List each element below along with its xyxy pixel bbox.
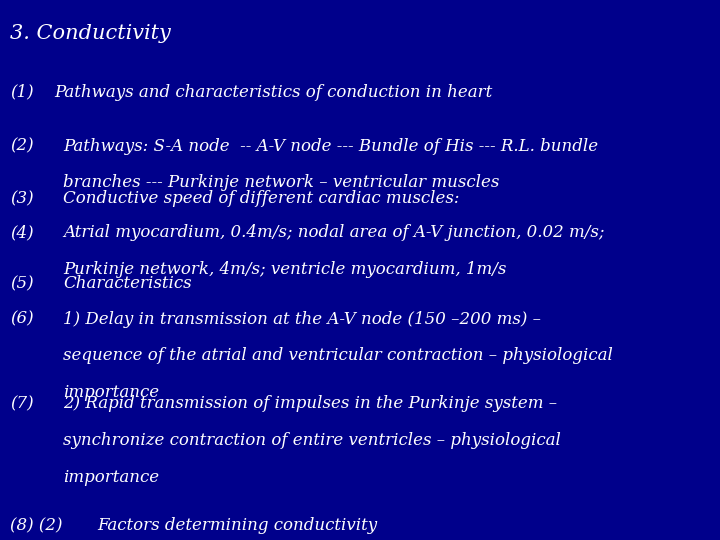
Text: 1) Delay in transmission at the A-V node (150 –200 ms) –: 1) Delay in transmission at the A-V node…	[63, 310, 541, 327]
Text: (1): (1)	[10, 84, 34, 100]
Text: (2): (2)	[10, 138, 34, 154]
Text: 3. Conductivity: 3. Conductivity	[10, 24, 171, 43]
Text: importance: importance	[63, 384, 160, 401]
Text: (7): (7)	[10, 395, 34, 412]
Text: Conductive speed of different cardiac muscles:: Conductive speed of different cardiac mu…	[63, 190, 460, 207]
Text: Purkinje network, 4m/s; ventricle myocardium, 1m/s: Purkinje network, 4m/s; ventricle myocar…	[63, 261, 507, 278]
Text: Pathways and characteristics of conduction in heart: Pathways and characteristics of conducti…	[54, 84, 492, 100]
Text: Factors determining conductivity: Factors determining conductivity	[97, 517, 377, 534]
Text: (3): (3)	[10, 190, 34, 207]
Text: (6): (6)	[10, 310, 34, 327]
Text: synchronize contraction of entire ventricles – physiological: synchronize contraction of entire ventri…	[63, 432, 561, 449]
Text: (8) (2): (8) (2)	[10, 517, 63, 534]
Text: branches --- Purkinje network – ventricular muscles: branches --- Purkinje network – ventricu…	[63, 174, 500, 191]
Text: sequence of the atrial and ventricular contraction – physiological: sequence of the atrial and ventricular c…	[63, 347, 613, 364]
Text: Pathways: S-A node  -- A-V node --- Bundle of His --- R.L. bundle: Pathways: S-A node -- A-V node --- Bundl…	[63, 138, 598, 154]
Text: (5): (5)	[10, 275, 34, 292]
Text: importance: importance	[63, 469, 160, 485]
Text: 2) Rapid transmission of impulses in the Purkinje system –: 2) Rapid transmission of impulses in the…	[63, 395, 557, 412]
Text: Characteristics: Characteristics	[63, 275, 192, 292]
Text: Atrial myocardium, 0.4m/s; nodal area of A-V junction, 0.02 m/s;: Atrial myocardium, 0.4m/s; nodal area of…	[63, 224, 605, 241]
Text: (4): (4)	[10, 224, 34, 241]
